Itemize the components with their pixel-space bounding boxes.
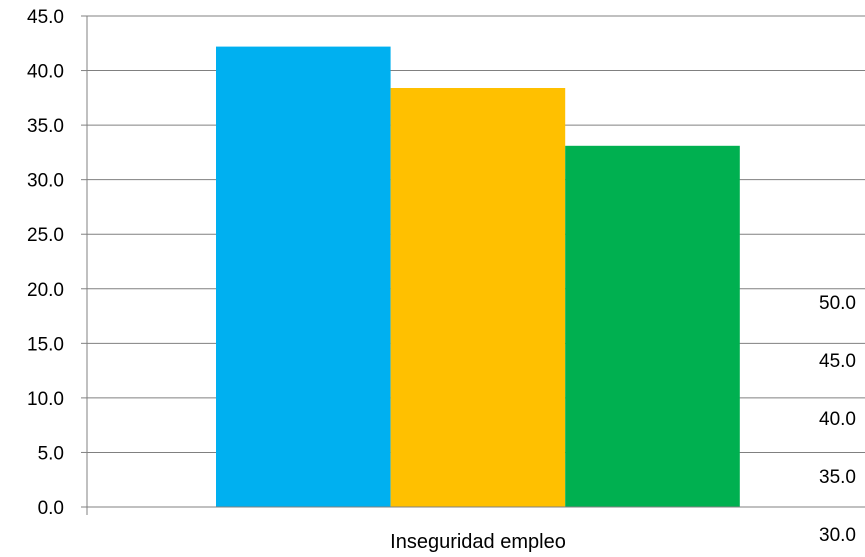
secondary-tick-label: 40.0 <box>819 409 856 430</box>
secondary-tick-label: 50.0 <box>819 293 856 314</box>
y-tick-label: 35.0 <box>27 116 64 137</box>
y-tick-label: 25.0 <box>27 225 64 246</box>
bar-series-2 <box>390 88 566 507</box>
bar-series-3 <box>565 145 740 508</box>
y-tick-label: 45.0 <box>27 7 64 28</box>
y-tick-labels: 0.0 5.0 10.0 15.0 20.0 25.0 30.0 35.0 40.0 45.0 <box>27 7 88 519</box>
y-tick-label: 30.0 <box>27 171 64 192</box>
y-tick-label: 15.0 <box>27 334 64 355</box>
bar-series-1 <box>216 46 391 507</box>
y-tick-label: 5.0 <box>38 443 64 464</box>
secondary-tick-label: 35.0 <box>819 467 856 488</box>
y-tick-label: 10.0 <box>27 389 64 410</box>
secondary-tick-label: 45.0 <box>819 351 856 372</box>
secondary-tick-label: 30.0 <box>819 525 856 546</box>
secondary-tick-labels: 50.0 45.0 40.0 35.0 30.0 <box>819 293 856 546</box>
axes <box>86 16 865 508</box>
y-tick-label: 40.0 <box>27 62 64 83</box>
y-tick-label: 20.0 <box>27 280 64 301</box>
bars <box>216 46 740 508</box>
x-category-label: Inseguridad empleo <box>390 531 566 553</box>
y-tick-label: 0.0 <box>38 498 64 519</box>
